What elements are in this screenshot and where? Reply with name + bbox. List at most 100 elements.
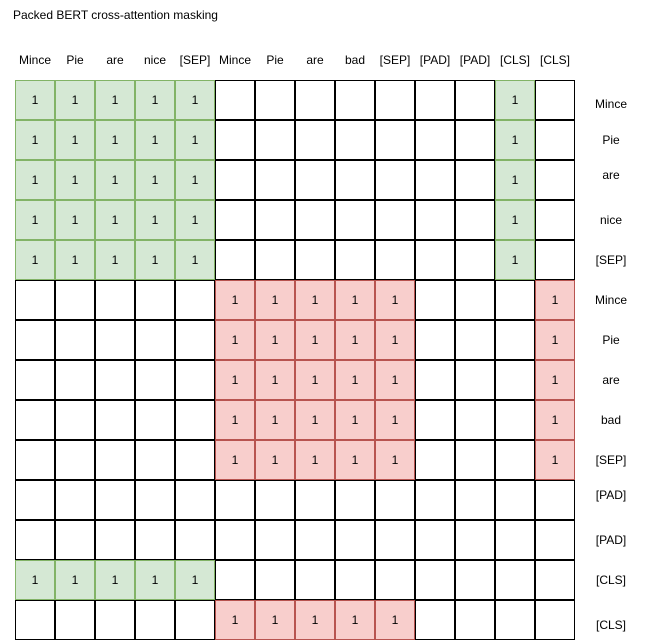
mask-cell-empty <box>455 200 495 240</box>
mask-cell-attended: 1 <box>15 160 55 200</box>
mask-cell-empty <box>535 560 575 600</box>
mask-cell-empty <box>535 200 575 240</box>
mask-cell-empty <box>135 480 175 520</box>
mask-cell-empty <box>55 280 95 320</box>
mask-cell-empty <box>535 520 575 560</box>
mask-cell-empty <box>415 160 455 200</box>
mask-cell-empty <box>55 520 95 560</box>
mask-cell-empty <box>15 400 55 440</box>
mask-cell-empty <box>415 80 455 120</box>
mask-cell-attended: 1 <box>255 440 295 480</box>
mask-cell-empty <box>495 440 535 480</box>
mask-cell-attended: 1 <box>175 560 215 600</box>
mask-cell-empty <box>455 480 495 520</box>
mask-cell-attended: 1 <box>95 200 135 240</box>
mask-cell-empty <box>495 600 535 640</box>
mask-cell-empty <box>535 160 575 200</box>
mask-cell-attended: 1 <box>535 400 575 440</box>
mask-cell-attended: 1 <box>295 400 335 440</box>
mask-cell-empty <box>495 320 535 360</box>
mask-cell-empty <box>55 400 95 440</box>
row-label: Pie <box>602 333 620 347</box>
mask-cell-empty <box>455 440 495 480</box>
mask-cell-attended: 1 <box>375 280 415 320</box>
mask-cell-empty <box>295 160 335 200</box>
mask-cell-attended: 1 <box>175 200 215 240</box>
mask-cell-empty <box>455 120 495 160</box>
mask-cell-empty <box>255 160 295 200</box>
row-label: Mince <box>594 293 627 307</box>
mask-cell-attended: 1 <box>175 240 215 280</box>
mask-cell-attended: 1 <box>55 560 95 600</box>
mask-cell-attended: 1 <box>175 160 215 200</box>
mask-cell-empty <box>375 160 415 200</box>
mask-cell-empty <box>255 560 295 600</box>
mask-cell-empty <box>255 480 295 520</box>
mask-cell-empty <box>95 480 135 520</box>
mask-cell-empty <box>135 600 175 640</box>
mask-cell-empty <box>255 200 295 240</box>
mask-cell-empty <box>375 240 415 280</box>
mask-cell-empty <box>295 120 335 160</box>
mask-cell-empty <box>375 480 415 520</box>
mask-cell-empty <box>455 360 495 400</box>
diagram-title: Packed BERT cross-attention masking <box>13 8 218 22</box>
mask-cell-attended: 1 <box>55 240 95 280</box>
mask-cell-attended: 1 <box>295 280 335 320</box>
mask-cell-empty <box>55 600 95 640</box>
mask-cell-empty <box>15 480 55 520</box>
column-label: are <box>306 53 324 67</box>
mask-cell-empty <box>335 240 375 280</box>
mask-cell-empty <box>535 480 575 520</box>
mask-cell-empty <box>375 200 415 240</box>
mask-cell-attended: 1 <box>495 120 535 160</box>
mask-cell-attended: 1 <box>295 440 335 480</box>
mask-cell-empty <box>415 320 455 360</box>
mask-cell-attended: 1 <box>295 600 335 640</box>
column-label: Mince <box>218 53 251 67</box>
mask-cell-empty <box>335 560 375 600</box>
mask-cell-empty <box>415 560 455 600</box>
mask-cell-attended: 1 <box>55 80 95 120</box>
mask-cell-empty <box>135 320 175 360</box>
mask-cell-empty <box>215 480 255 520</box>
column-label: [CLS] <box>499 53 530 67</box>
mask-cell-empty <box>255 120 295 160</box>
mask-cell-empty <box>15 360 55 400</box>
column-label: are <box>106 53 124 67</box>
mask-cell-attended: 1 <box>135 240 175 280</box>
mask-cell-empty <box>415 400 455 440</box>
mask-cell-attended: 1 <box>135 160 175 200</box>
mask-cell-empty <box>175 480 215 520</box>
mask-cell-empty <box>95 440 135 480</box>
mask-cell-empty <box>335 480 375 520</box>
mask-cell-empty <box>455 400 495 440</box>
column-label: nice <box>143 53 166 67</box>
row-label: nice <box>599 213 622 227</box>
mask-cell-empty <box>215 160 255 200</box>
mask-cell-attended: 1 <box>335 280 375 320</box>
mask-cell-empty <box>175 400 215 440</box>
mask-cell-empty <box>415 600 455 640</box>
mask-cell-attended: 1 <box>375 360 415 400</box>
row-label: are <box>602 168 620 182</box>
mask-cell-attended: 1 <box>55 120 95 160</box>
mask-cell-attended: 1 <box>95 560 135 600</box>
mask-cell-attended: 1 <box>255 280 295 320</box>
mask-cell-empty <box>215 560 255 600</box>
mask-cell-empty <box>375 80 415 120</box>
mask-cell-attended: 1 <box>215 440 255 480</box>
mask-cell-empty <box>335 160 375 200</box>
row-label: [PAD] <box>595 533 627 547</box>
mask-cell-attended: 1 <box>255 400 295 440</box>
mask-cell-empty <box>415 480 455 520</box>
mask-cell-attended: 1 <box>135 560 175 600</box>
mask-cell-empty <box>95 400 135 440</box>
mask-cell-empty <box>295 200 335 240</box>
mask-cell-attended: 1 <box>295 320 335 360</box>
mask-cell-empty <box>455 160 495 200</box>
column-label: [SEP] <box>379 53 411 67</box>
column-label: Mince <box>18 53 51 67</box>
mask-cell-empty <box>455 520 495 560</box>
mask-cell-empty <box>215 200 255 240</box>
